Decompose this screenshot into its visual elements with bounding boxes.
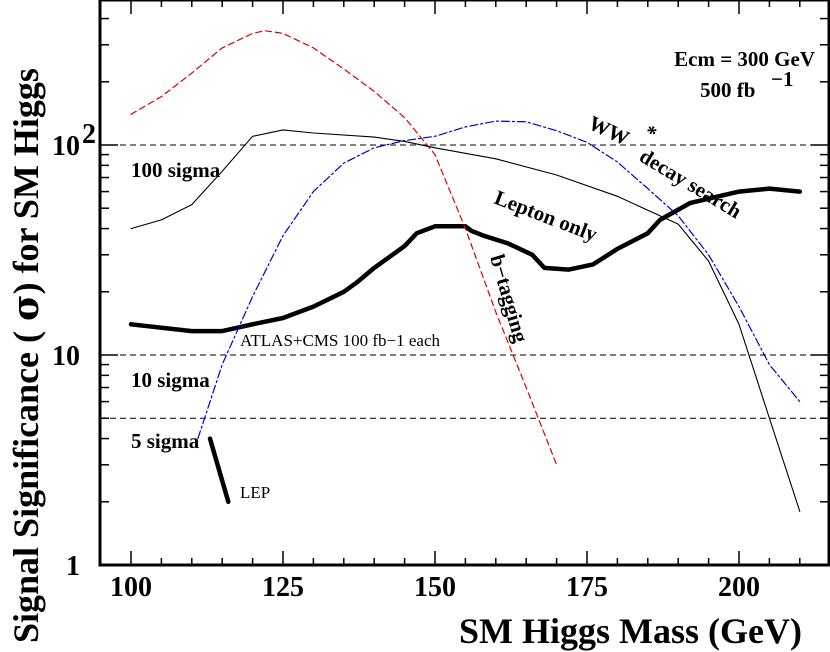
- y-axis-label-part3: ) for SM Higgs: [6, 68, 46, 294]
- series-line-atlas-cms-100-fb-1-each: [130, 129, 801, 512]
- reference-lines: [100, 144, 829, 419]
- series-line-b-tagging: [130, 30, 558, 466]
- btag-label: b−tagging: [485, 252, 533, 346]
- ecm-label: Ecm = 300 GeV: [674, 47, 815, 71]
- decay-search-label: decay search: [635, 144, 746, 224]
- axis-ticks: [99, 0, 829, 566]
- x-axis-label: SM Higgs Mass (GeV): [459, 611, 802, 651]
- x-tick-label: 100: [110, 572, 152, 603]
- y-axis-label: Signal Significance ( σ) for SM Higgs: [5, 68, 47, 643]
- ref-label-10sigma: 10 sigma: [131, 368, 210, 392]
- lumi-superscript: −1: [771, 67, 793, 91]
- y-tick-label-exponent: 2: [82, 119, 96, 150]
- ww-label: WW: [585, 111, 633, 151]
- lep-label: LEP: [240, 483, 270, 502]
- series-line-lep: [207, 436, 231, 505]
- x-tick-label: 150: [414, 572, 456, 603]
- x-tick-label: 175: [566, 572, 608, 603]
- x-tick-labels: 100 125 150 175 200: [110, 572, 760, 603]
- y-tick-label: 1: [66, 551, 80, 582]
- x-tick-label: 200: [718, 572, 760, 603]
- y-axis-label-sigma: σ: [5, 294, 47, 321]
- ww-star: *: [641, 120, 661, 146]
- lumi-label: 500 fb: [700, 78, 755, 102]
- ref-label-100sigma: 100 sigma: [131, 158, 221, 182]
- series-line-ww-decay-search: [197, 120, 801, 440]
- lepton-only-label: Lepton only: [491, 185, 601, 246]
- series-line-lepton-only: [128, 186, 803, 334]
- ref-label-5sigma: 5 sigma: [131, 429, 200, 453]
- x-tick-label: 125: [262, 572, 304, 603]
- y-tick-label: 10: [52, 131, 80, 162]
- atlas-cms-label: ATLAS+CMS 100 fb−1 each: [240, 331, 441, 350]
- y-axis-label-part1: Signal Significance (: [6, 331, 46, 643]
- series-lines: [128, 30, 803, 512]
- plot-frame: [98, 0, 830, 567]
- y-tick-label: 10: [52, 341, 80, 372]
